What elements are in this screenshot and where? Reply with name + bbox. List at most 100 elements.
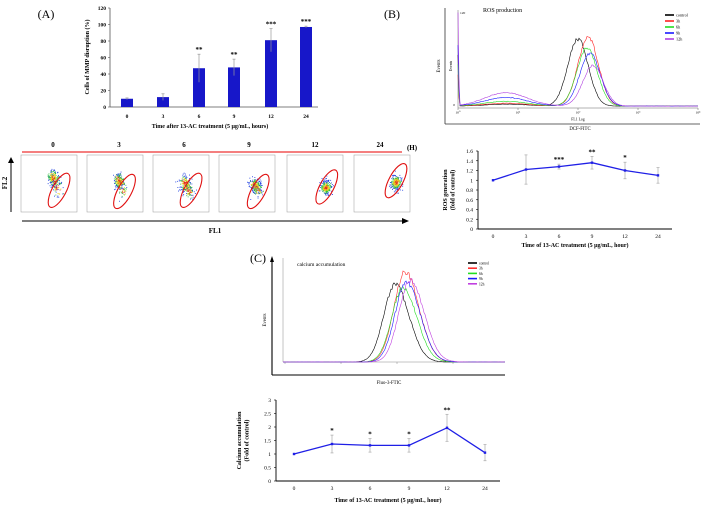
significance-mark: * xyxy=(407,431,411,439)
scatter-point xyxy=(50,181,52,183)
scatter-point xyxy=(54,180,56,182)
scatter-point xyxy=(51,176,53,178)
scatter-point xyxy=(253,193,255,194)
scatter-point xyxy=(187,188,189,190)
scatter-point xyxy=(400,180,402,181)
scatter-point xyxy=(117,181,119,183)
scatter-point xyxy=(257,197,259,199)
scatter-point xyxy=(395,181,397,183)
scatter-point xyxy=(392,189,393,190)
y-tick-label: 0.8 xyxy=(466,188,473,194)
scatter-point xyxy=(115,185,117,187)
scatter-point xyxy=(54,182,56,183)
scatter-point xyxy=(324,192,326,194)
significance-mark: * xyxy=(368,431,372,439)
bar xyxy=(121,98,133,107)
scatter-point xyxy=(123,178,124,180)
scatter-point xyxy=(125,188,127,190)
scatter-point xyxy=(400,179,402,181)
scatter-point xyxy=(323,192,325,194)
scatter-point xyxy=(192,194,194,196)
scatter-point xyxy=(186,193,188,195)
y-tick-label: 1.4 xyxy=(466,159,473,165)
scatter-point xyxy=(401,181,402,183)
scatter-point xyxy=(51,184,53,186)
scatter-point xyxy=(328,188,329,190)
scatter-point xyxy=(58,183,60,185)
scatter-point xyxy=(120,188,122,190)
data-point xyxy=(524,168,528,171)
scatter-point xyxy=(328,187,329,189)
scatter-point xyxy=(392,178,394,179)
scatter-point xyxy=(393,178,395,179)
scatter-point xyxy=(55,184,57,185)
scatter-point xyxy=(189,193,190,195)
scatter-point xyxy=(397,178,398,180)
scatter-point xyxy=(182,195,184,197)
scatter-point xyxy=(323,185,325,187)
scatter-point xyxy=(330,185,331,186)
scatter-point xyxy=(56,196,58,198)
scatter-point xyxy=(123,182,124,184)
scatter-point xyxy=(116,179,118,181)
scatter-point xyxy=(397,188,399,190)
legend-label: 3h xyxy=(479,267,483,271)
scatter-point xyxy=(193,191,195,193)
scatter-point xyxy=(120,187,122,188)
scatter-point xyxy=(120,179,121,181)
significance-mark: * xyxy=(623,154,627,162)
scatter-point xyxy=(116,183,118,185)
y-tick-label: 100 xyxy=(98,23,107,29)
scatter-point xyxy=(47,176,49,177)
scatter-point xyxy=(54,180,56,182)
scatter-point xyxy=(121,183,122,185)
scatter-point xyxy=(115,180,117,182)
scatter-point xyxy=(50,172,52,174)
scatter-point xyxy=(50,180,52,182)
scatter-point xyxy=(188,192,190,194)
scatter-point xyxy=(118,180,119,182)
scatter-point xyxy=(186,188,188,190)
scatter-point xyxy=(399,189,401,191)
scatter-point xyxy=(395,183,396,185)
scatter-point xyxy=(116,183,118,185)
scatter-point xyxy=(255,193,257,195)
panel-label-c: (C) xyxy=(250,251,266,265)
scatter-point xyxy=(399,184,400,185)
scatter-point xyxy=(392,185,393,187)
y-axis-label: Events xyxy=(263,313,268,326)
x-tick-label: 12 xyxy=(444,486,450,492)
scatter-point xyxy=(54,174,56,176)
scatter-point xyxy=(56,185,57,187)
scatter-point xyxy=(327,189,329,191)
scatter-point xyxy=(119,174,121,176)
scatter-point xyxy=(392,184,393,185)
scatter-point xyxy=(182,189,183,191)
scatter-point xyxy=(48,173,50,175)
x-axis-label: Fluo-3-FTIC xyxy=(377,381,402,386)
chart-calcium-accumulation: 0 0.5 1 1.5 2 2.5 3 0 * 3 * 6 * 9 ** 12 24 Calcium accumu… xyxy=(237,398,500,504)
scatter-point xyxy=(324,179,326,181)
x-tick-label: 10⁴ xyxy=(696,111,702,115)
scatter-point xyxy=(54,172,56,173)
scatter-point xyxy=(115,183,117,185)
gate-ellipse xyxy=(246,173,270,210)
scatter-point xyxy=(319,190,321,192)
scatter-point xyxy=(48,175,50,177)
scatter-point xyxy=(120,178,122,180)
scatter-point xyxy=(260,183,261,184)
scatter-point xyxy=(399,186,401,187)
scatter-point xyxy=(257,184,259,186)
scatter-point xyxy=(322,186,324,188)
scatter-point xyxy=(120,181,122,183)
scatter-point xyxy=(121,183,123,185)
scatter-point xyxy=(398,177,399,179)
scatter-point xyxy=(252,180,254,182)
scatter-point xyxy=(256,190,258,192)
scatter-point xyxy=(330,190,332,192)
scatter-point xyxy=(54,170,56,171)
data-point xyxy=(330,442,334,446)
scatter-plot-9 xyxy=(218,154,276,213)
scatter-point xyxy=(175,181,177,183)
